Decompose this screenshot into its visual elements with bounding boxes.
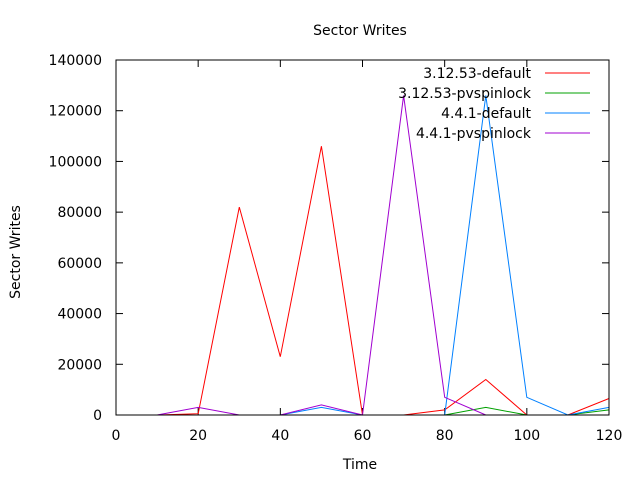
- y-tick-label: 60000: [57, 256, 102, 272]
- x-tick-label: 60: [354, 428, 372, 444]
- x-tick-label: 100: [513, 428, 540, 444]
- y-tick-label: 100000: [49, 154, 102, 170]
- axis-ticks: 0 20 40 60 80 100 120 0 20000 40000 60000 80000 1000…: [49, 53, 623, 444]
- series-line-2: [280, 95, 610, 416]
- plot-area: [157, 95, 610, 416]
- y-tick-label: 40000: [57, 307, 102, 323]
- x-tick-label: 120: [596, 428, 623, 444]
- y-tick-label: 80000: [57, 205, 102, 221]
- y-tick-label: 120000: [49, 104, 102, 120]
- x-axis-label: Time: [342, 457, 377, 473]
- legend-label-1: 3.12.53-pvspinlock: [398, 86, 532, 102]
- legend-label-0: 3.12.53-default: [423, 66, 531, 82]
- y-tick-label: 140000: [49, 53, 102, 69]
- x-tick-label: 0: [112, 428, 121, 444]
- series-line-3: [157, 95, 486, 416]
- x-tick-label: 80: [436, 428, 454, 444]
- legend-label-3: 4.4.1-pvspinlock: [416, 126, 532, 142]
- x-tick-label: 20: [189, 428, 207, 444]
- y-tick-label: 20000: [57, 357, 102, 373]
- chart-title: Sector Writes: [313, 23, 407, 39]
- legend: 3.12.53-default 3.12.53-pvspinlock 4.4.1-d…: [398, 66, 590, 142]
- legend-label-2: 4.4.1-default: [441, 106, 531, 122]
- y-tick-label: 0: [93, 408, 102, 424]
- plot-frame: [115, 59, 610, 416]
- y-axis-label: Sector Writes: [8, 205, 24, 299]
- x-tick-label: 40: [271, 428, 289, 444]
- series-line-0: [157, 146, 610, 416]
